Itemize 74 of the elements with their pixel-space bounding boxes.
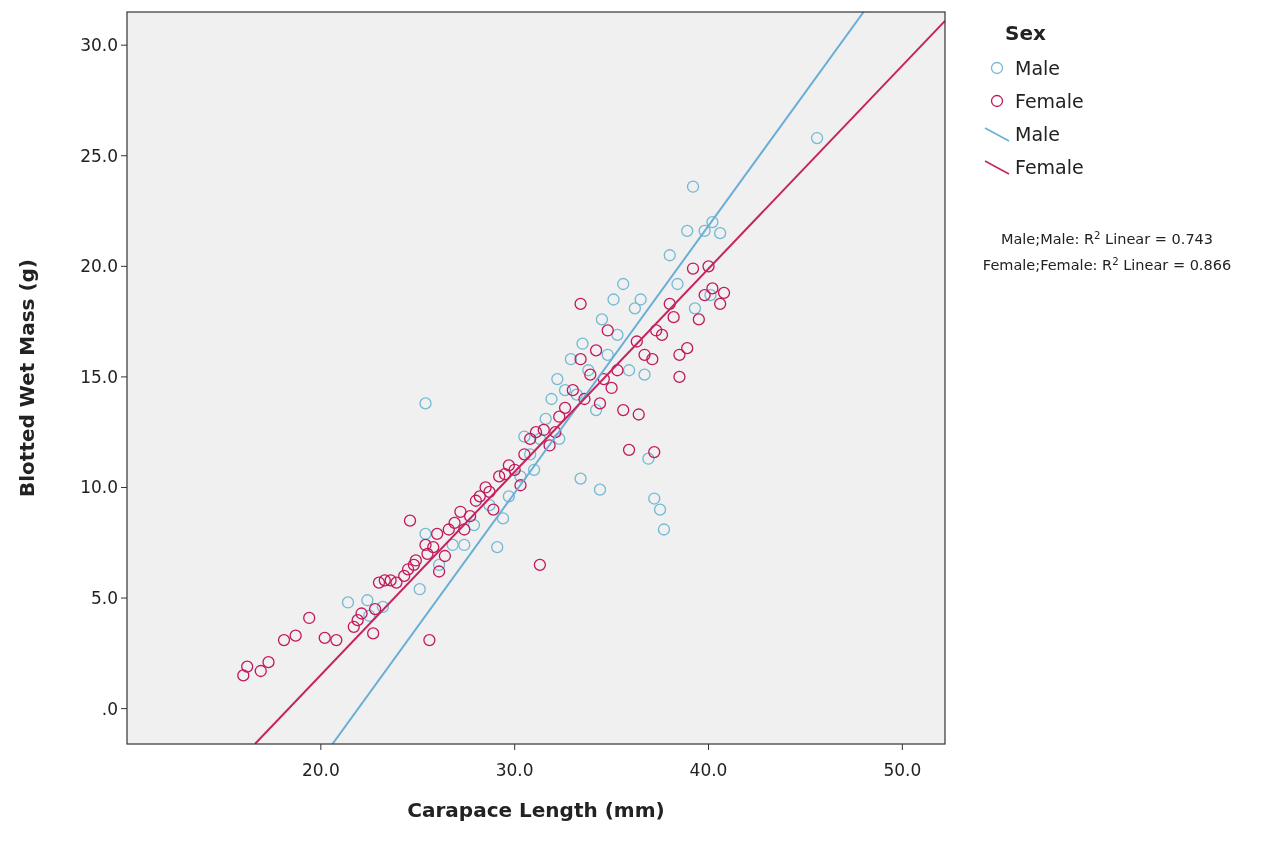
point (524, 448, 537, 461)
y-tick-label: 20.0 (80, 256, 118, 277)
point (514, 470, 527, 483)
point (688, 302, 702, 315)
y-tick-label: 5.0 (90, 588, 118, 609)
point (634, 293, 647, 306)
point (681, 224, 694, 238)
point (527, 463, 541, 476)
point (714, 227, 727, 240)
point (589, 403, 603, 417)
point (706, 215, 719, 229)
point (582, 364, 595, 377)
text: Female;Female: R$^{2}$ Linear = 0.866 (982, 255, 1232, 273)
point (533, 432, 547, 445)
point (638, 368, 651, 381)
point (491, 541, 504, 554)
point (671, 277, 684, 291)
point (622, 364, 636, 377)
point (653, 503, 667, 516)
point (810, 131, 824, 145)
y-tick-label: 15.0 (80, 366, 118, 387)
legend-label: Male (1015, 123, 1061, 145)
x-axis-title: Carapace Length (mm) (407, 798, 665, 822)
x-tick-label: 30.0 (495, 760, 534, 780)
point (432, 558, 446, 572)
y-tick-label: 25.0 (80, 145, 118, 166)
point (576, 337, 589, 350)
point (628, 302, 642, 315)
point (419, 397, 432, 410)
y-tick-label: .0 (101, 698, 118, 719)
point (698, 224, 711, 238)
point (502, 490, 516, 503)
y-tick-label: 30.0 (80, 35, 118, 56)
point (574, 472, 587, 485)
y-tick-label: 10.0 (80, 477, 118, 498)
point (363, 609, 376, 622)
point (545, 392, 558, 406)
point (686, 180, 700, 193)
point (539, 412, 552, 426)
point (642, 452, 655, 465)
point (496, 512, 510, 525)
legend-title: Sex (1005, 21, 1046, 45)
point (648, 492, 661, 505)
point (419, 527, 432, 541)
point (376, 600, 390, 614)
point (551, 372, 564, 386)
point (593, 483, 607, 496)
point (467, 518, 481, 532)
legend-label: Female (1015, 90, 1084, 112)
text: Male;Male: R$^{2}$ Linear = 0.743 (1000, 229, 1214, 247)
legend-label: Male (1015, 57, 1061, 79)
point (413, 583, 426, 596)
point (518, 430, 531, 443)
point (446, 538, 459, 552)
point (663, 249, 676, 262)
point (564, 353, 578, 366)
point (341, 596, 355, 609)
point (570, 388, 583, 401)
x-tick-label: 50.0 (883, 760, 922, 780)
point (595, 313, 609, 326)
point (611, 328, 624, 342)
point (704, 288, 717, 302)
point (601, 348, 614, 361)
y-axis-title: Blotted Wet Mass (g) (15, 258, 39, 498)
point (553, 432, 566, 445)
x-tick-label: 20.0 (301, 760, 340, 780)
point (607, 293, 620, 306)
point (657, 523, 671, 536)
point (361, 594, 374, 607)
point (458, 538, 471, 552)
point (558, 384, 572, 397)
point (617, 277, 630, 291)
legend-label: Female (1015, 156, 1084, 178)
x-tick-label: 40.0 (689, 760, 728, 780)
